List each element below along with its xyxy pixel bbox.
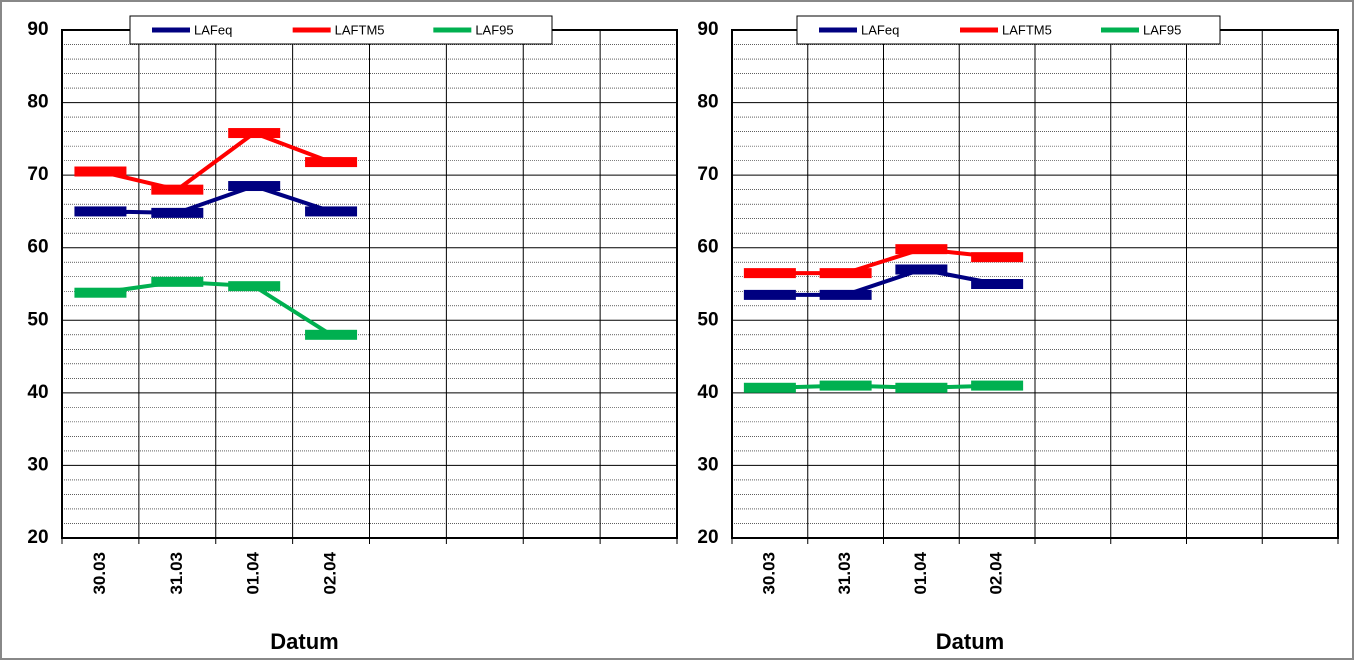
legend-label: LAFeq [194,22,232,37]
y-tick-label: 30 [697,454,718,475]
series-line [769,247,998,276]
x-tick-label: 02.04 [987,551,1006,594]
x-tick-label: 31.03 [167,552,186,595]
point-marker [305,206,358,217]
series-line [769,383,998,390]
x-tick-label: 01.04 [244,551,263,594]
point-marker [228,181,281,192]
point-marker [74,166,127,177]
y-tick-label: 80 [27,92,48,113]
y-tick-label: 70 [27,164,48,185]
legend-label: LAFeq [861,22,899,37]
y-tick-label: 60 [697,237,718,258]
point-marker [971,380,1024,391]
point-marker [819,289,872,300]
point-marker [743,268,796,279]
y-tick-label: 40 [697,382,718,403]
series-line [100,279,333,337]
x-tick-label: 30.03 [759,552,778,595]
y-tick-label: 60 [27,237,48,258]
point-marker [74,206,127,217]
y-tick-label: 20 [697,527,718,548]
y-tick-label: 50 [697,309,718,330]
point-marker [743,289,796,300]
legend-label: LAFTM5 [335,22,385,37]
series-line [99,130,332,192]
point-marker [743,382,796,393]
y-tick-label: 40 [27,382,48,403]
y-tick-label: 20 [27,527,48,548]
y-tick-label: 90 [697,19,718,40]
point-marker [151,184,204,195]
point-marker [151,207,204,218]
series-line [100,183,332,215]
x-axis-title: Datum [270,629,338,654]
legend-label: LAF95 [1143,22,1181,37]
point-marker [895,382,948,393]
x-tick-label: 01.04 [911,551,930,594]
point-marker [151,276,204,287]
point-marker [228,281,281,292]
point-marker [971,252,1024,263]
legend-label: LAFTM5 [1002,22,1052,37]
legend-box [129,15,553,45]
series-line [769,267,998,297]
point-marker [895,264,948,275]
point-marker [305,329,358,340]
y-tick-label: 30 [27,454,48,475]
x-axis-title: Datum [936,629,1004,654]
point-marker [74,287,127,298]
y-tick-label: 70 [697,164,718,185]
point-marker [228,128,281,139]
legend-label: LAF95 [475,22,513,37]
y-tick-label: 80 [697,92,718,113]
point-marker [305,157,358,168]
x-tick-label: 31.03 [835,552,854,595]
x-tick-label: 02.04 [321,551,340,594]
point-marker [819,268,872,279]
point-marker [895,244,948,255]
y-tick-label: 90 [27,19,48,40]
legend-box [796,15,1221,45]
y-tick-label: 50 [27,309,48,330]
point-marker [971,279,1024,289]
point-marker [819,380,872,391]
x-tick-label: 30.03 [90,552,109,595]
